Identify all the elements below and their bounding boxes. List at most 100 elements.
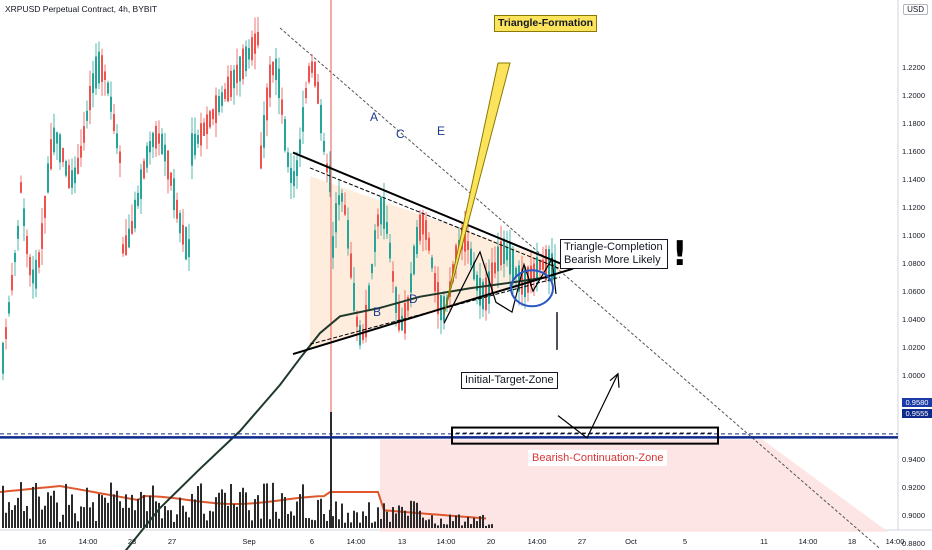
candle-body-159: [479, 277, 481, 306]
volume-bar-119: [359, 522, 361, 528]
triangle-completion-line1: Triangle-Completion: [564, 241, 663, 253]
candle-body-98: [296, 160, 298, 177]
volume-bar-68: [206, 520, 208, 528]
candle-body-30: [92, 73, 94, 93]
candle-body-144: [434, 273, 436, 292]
y-tick-label-15: 0.9000: [902, 511, 925, 520]
volume-bar-103: [311, 519, 313, 528]
volume-bar-149: [449, 514, 451, 528]
volume-bar-56: [170, 510, 172, 528]
volume-bar-92: [278, 518, 280, 528]
wave-label-e: E: [437, 124, 446, 138]
x-tick-label-4: Sep: [242, 537, 255, 546]
y-tick-label-14: 0.9200: [902, 483, 925, 492]
volume-bar-131: [395, 513, 397, 528]
candle-body-25: [77, 157, 79, 175]
x-tick-label-14: 11: [760, 537, 768, 546]
candle-body-103: [311, 61, 313, 73]
volume-bar-111: [335, 501, 337, 528]
volume-bar-118: [356, 512, 358, 528]
wave-label-c: C: [396, 127, 405, 141]
candle-body-34: [104, 71, 106, 80]
volume-bar-37: [113, 494, 115, 528]
volume-bar-140: [422, 517, 424, 528]
candle-body-20: [62, 147, 64, 163]
volume-bar-11: [35, 483, 37, 528]
candle-body-63: [191, 133, 193, 166]
volume-bar-136: [410, 500, 412, 528]
volume-bar-128: [386, 511, 388, 528]
candle-body-125: [377, 214, 379, 227]
volume-bar-158: [476, 521, 478, 528]
volume-bar-59: [179, 497, 181, 528]
volume-bar-36: [110, 482, 112, 528]
x-tick-label-10: 14:00: [528, 537, 547, 546]
candle-body-35: [107, 82, 109, 94]
volume-bar-26: [80, 506, 82, 528]
candle-body-49: [149, 141, 151, 153]
volume-bar-79: [239, 492, 241, 528]
x-tick-label-1: 14:00: [79, 537, 98, 546]
volume-bar-96: [290, 511, 292, 528]
candle-body-59: [179, 212, 181, 234]
candle-body-51: [155, 125, 157, 149]
wave-path: [443, 250, 557, 324]
volume-bar-99: [299, 494, 301, 528]
volume-bar-24: [74, 513, 76, 528]
candle-body-97: [293, 171, 295, 187]
bearish-continuation-zone-label: Bearish-Continuation-Zone: [528, 450, 668, 466]
volume-bar-112: [338, 519, 340, 528]
volume-bar-151: [455, 515, 457, 528]
volume-bar-42: [128, 507, 130, 528]
volume-bar-10: [32, 486, 34, 528]
volume-bar-31: [95, 520, 97, 528]
y-tick-label-13: 0.9400: [902, 455, 925, 464]
volume-bar-108: [326, 520, 328, 528]
volume-bar-113: [341, 503, 343, 528]
volume-bar-62: [188, 517, 190, 528]
candle-body-138: [416, 226, 418, 254]
volume-bar-66: [200, 483, 202, 528]
candle-body-28: [86, 110, 88, 121]
candle-body-60: [182, 224, 184, 245]
candle-body-48: [146, 145, 148, 168]
downtrend-dashed-line: [279, 27, 881, 549]
candle-body-145: [437, 282, 439, 315]
candle-body-127: [383, 198, 385, 229]
volume-bar-122: [368, 502, 370, 528]
candle-body-91: [275, 58, 277, 81]
volume-bar-143: [431, 515, 433, 528]
x-tick-label-15: 14:00: [799, 537, 818, 546]
volume-bar-133: [401, 506, 403, 528]
volume-bar-70: [212, 511, 214, 528]
candle-body-171: [515, 267, 517, 278]
volume-bar-129: [389, 521, 391, 528]
candle-body-118: [356, 316, 358, 327]
volume-bar-102: [308, 518, 310, 528]
volume-bar-7: [23, 511, 25, 528]
moving-average-line: [124, 276, 549, 550]
candle-body-139: [419, 214, 421, 241]
volume-bar-34: [104, 497, 106, 528]
volume-spike-bar: [330, 412, 332, 528]
volume-bar-50: [152, 485, 154, 528]
candle-body-157: [473, 261, 475, 280]
volume-bar-19: [59, 521, 61, 528]
triangle-formation-label: Triangle-Formation: [494, 15, 598, 32]
candle-body-61: [185, 227, 187, 260]
wave-label-d: D: [409, 292, 418, 306]
volume-bar-1: [5, 512, 7, 528]
volume-bar-18: [56, 502, 58, 528]
candle-body-169: [509, 243, 511, 275]
candle-body-24: [74, 167, 76, 184]
volume-bar-138: [416, 502, 418, 528]
candle-body-42: [128, 228, 130, 248]
currency-selector[interactable]: USD: [903, 4, 928, 15]
x-tick-label-2: 23: [128, 537, 136, 546]
candle-body-65: [197, 135, 199, 144]
candle-body-167: [503, 238, 505, 264]
candle-body-163: [491, 262, 493, 294]
candle-body-136: [410, 273, 412, 293]
volume-bar-110: [332, 516, 334, 528]
